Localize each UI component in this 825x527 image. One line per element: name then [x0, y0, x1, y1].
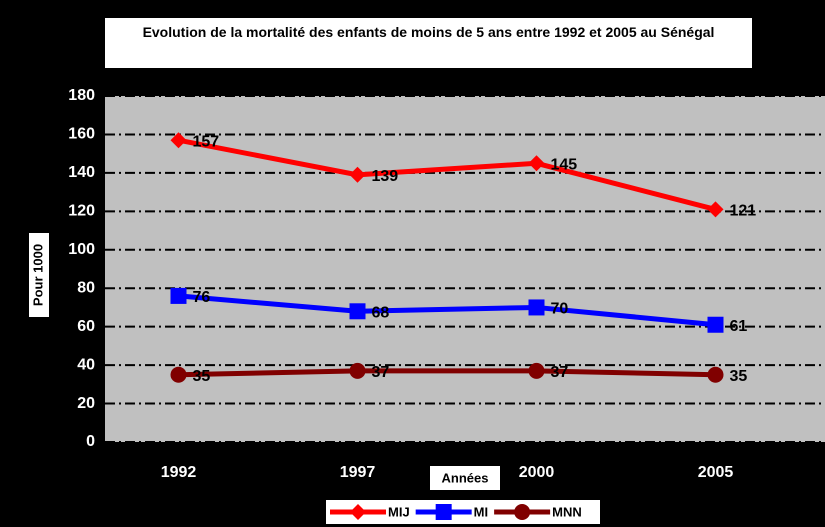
data-label: 68	[372, 305, 390, 322]
data-label: 76	[193, 289, 211, 306]
data-label: 37	[551, 364, 569, 381]
series-line	[178, 368, 716, 378]
y-tick-label: 20	[77, 395, 95, 412]
marker	[707, 366, 724, 383]
marker	[170, 132, 187, 149]
y-tick-label: 160	[68, 126, 95, 143]
legend-label: MIJ	[388, 504, 410, 519]
x-tick-label: 2000	[519, 464, 555, 481]
y-tick-label: 120	[68, 203, 95, 220]
data-label: 37	[372, 364, 390, 381]
y-tick-label: 100	[68, 241, 95, 258]
marker	[350, 504, 366, 520]
y-tick-label: 180	[68, 87, 95, 104]
x-label-box	[430, 466, 500, 490]
data-label: 35	[730, 368, 748, 385]
chart-title: Evolution de la mortalité des enfants de…	[105, 18, 752, 68]
legend-label: MNN	[552, 504, 582, 519]
data-label: 70	[551, 301, 569, 318]
marker	[528, 155, 545, 172]
data-label: 139	[372, 168, 399, 185]
y-axis-label: Pour 1000	[30, 244, 45, 306]
marker	[528, 299, 545, 316]
plot-area	[105, 96, 825, 442]
x-axis-label: Années	[442, 470, 489, 485]
y-tick-label: 80	[77, 279, 95, 296]
marker	[349, 303, 366, 320]
y-tick-label: 140	[68, 164, 95, 181]
marker	[707, 316, 724, 333]
marker	[170, 366, 187, 383]
x-tick-label: 1992	[161, 464, 197, 481]
data-label: 35	[193, 368, 211, 385]
series-line	[178, 293, 716, 328]
y-tick-label: 0	[86, 433, 95, 450]
marker	[528, 362, 545, 379]
marker	[707, 201, 724, 218]
marker	[435, 504, 452, 520]
y-tick-label: 60	[77, 318, 95, 335]
marker	[349, 166, 366, 183]
data-label: 121	[730, 203, 757, 220]
x-tick-label: 2005	[698, 464, 734, 481]
marker	[514, 504, 531, 520]
data-label: 61	[730, 318, 748, 335]
data-label: 145	[551, 156, 578, 173]
y-tick-label: 40	[77, 356, 95, 373]
series-line	[178, 137, 717, 212]
legend-label: MI	[474, 504, 488, 519]
marker	[349, 362, 366, 379]
x-tick-label: 1997	[340, 464, 376, 481]
y-label-box	[29, 233, 49, 317]
marker	[170, 287, 187, 304]
data-label: 157	[193, 133, 220, 150]
